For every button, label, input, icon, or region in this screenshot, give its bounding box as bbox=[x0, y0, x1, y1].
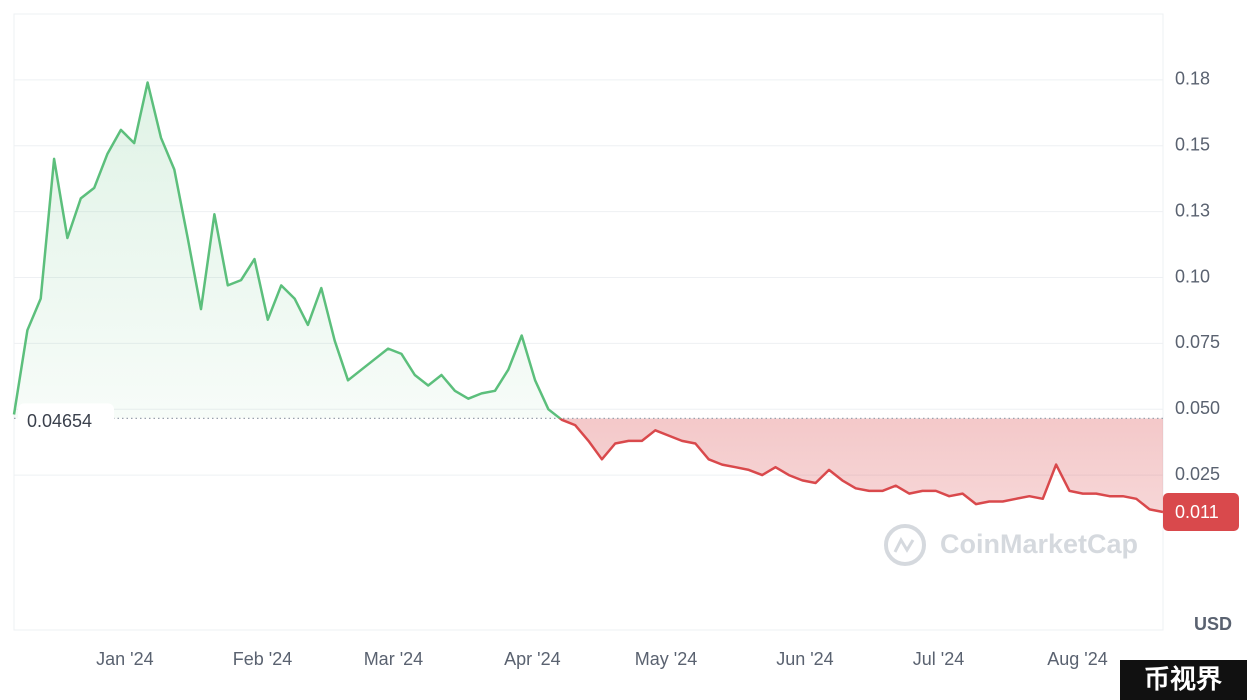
watermark-logo bbox=[884, 524, 926, 566]
y-tick-label: 0.025 bbox=[1175, 464, 1220, 484]
y-tick-label: 0.18 bbox=[1175, 69, 1210, 89]
watermark-logo-mark bbox=[893, 536, 915, 553]
x-tick-label: Jun '24 bbox=[776, 649, 833, 669]
y-tick-label: 0.10 bbox=[1175, 266, 1210, 286]
badge-text: 币视界 bbox=[1144, 664, 1222, 694]
badge-bg bbox=[1120, 660, 1247, 700]
x-tick-label: May '24 bbox=[635, 649, 697, 669]
x-tick-label: Jul '24 bbox=[913, 649, 964, 669]
x-tick-label: Jan '24 bbox=[96, 649, 153, 669]
y-tick-label: 0.13 bbox=[1175, 200, 1210, 220]
y-tick-label: 0.15 bbox=[1175, 135, 1210, 155]
x-tick-label: Aug '24 bbox=[1047, 649, 1108, 669]
current-price-bg bbox=[1163, 493, 1239, 532]
baseline-label: 0.04654 bbox=[27, 411, 92, 431]
plot-frame bbox=[13, 13, 1164, 631]
y-tick-label: 0.075 bbox=[1175, 332, 1220, 352]
y-tick-label: 0.050 bbox=[1175, 398, 1220, 418]
price-line bbox=[12, 81, 1164, 514]
watermark: CoinMarketCap bbox=[884, 524, 1138, 566]
x-tick-label: Apr '24 bbox=[504, 649, 560, 669]
x-tick-label: Feb '24 bbox=[233, 649, 292, 669]
watermark-text: CoinMarketCap bbox=[940, 529, 1138, 559]
x-tick-label: Mar '24 bbox=[364, 649, 423, 669]
area bbox=[14, 82, 1163, 512]
currency-label: USD bbox=[1194, 614, 1232, 634]
current-price-label: 0.011 bbox=[1175, 502, 1219, 522]
baseline-label-bg bbox=[18, 403, 114, 434]
